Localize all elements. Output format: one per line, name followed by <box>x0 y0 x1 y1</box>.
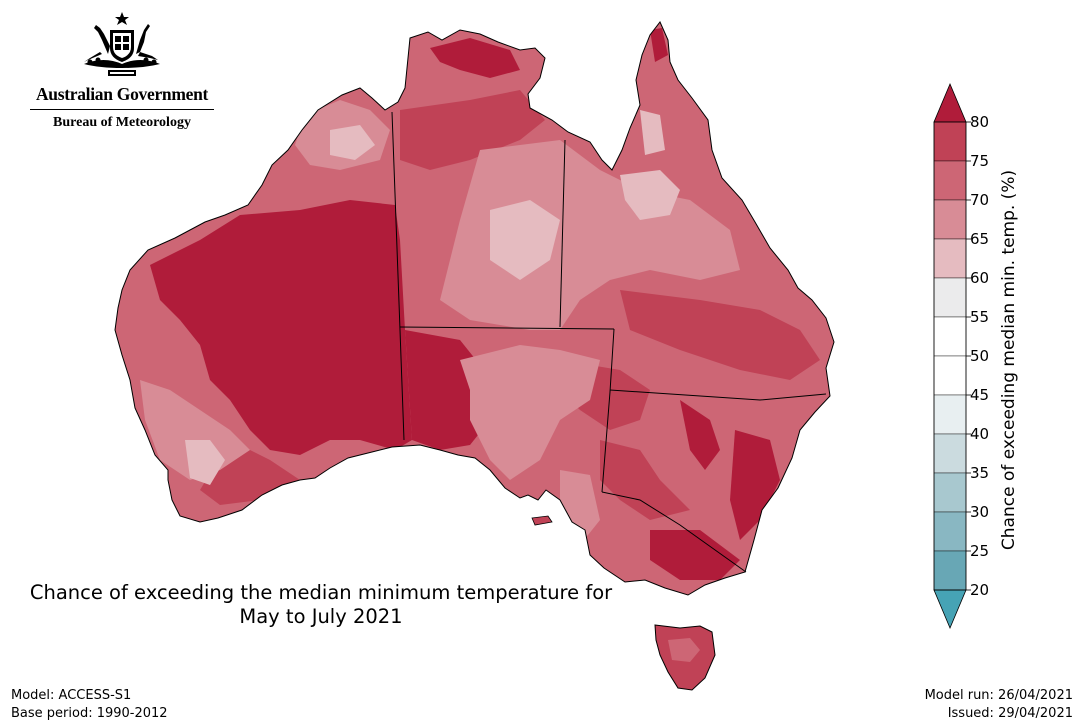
colorbar-tick-label: 30 <box>970 503 989 521</box>
colorbar-bin-30-35 <box>933 472 967 513</box>
colorbar-tick-label: 20 <box>970 581 989 599</box>
colorbar-label: Chance of exceeding median min. temp. (%… <box>999 169 1019 551</box>
state-borders <box>391 111 827 573</box>
colorbar-tick-label: 50 <box>970 347 989 365</box>
colorbar-bin-50-55 <box>933 316 967 357</box>
colorbar-bin-25-30 <box>933 511 967 552</box>
coat-of-arms-icon <box>84 12 160 76</box>
colorbar-tick-label: 45 <box>970 386 989 404</box>
base-period: Base period: 1990-2012 <box>11 706 168 721</box>
colorbar-tick-label: 40 <box>970 425 989 443</box>
colorbar-bin-75-80 <box>933 121 967 162</box>
bureau-name: Bureau of Meteorology <box>53 115 191 130</box>
model-name: Model: ACCESS-S1 <box>11 688 132 703</box>
colorbar-bin-70-75 <box>933 160 967 201</box>
logo-divider <box>30 109 214 110</box>
colorbar-bin-55-60 <box>933 277 967 318</box>
colorbar-tick-label: 25 <box>970 542 989 560</box>
footer-right: Model run: 26/04/2021 Issued: 29/04/2021 <box>925 687 1073 723</box>
colorbar-tick-label: 70 <box>970 191 989 209</box>
government-name: Australian Government <box>35 84 209 104</box>
bom-logo: Australian Government Bureau of Meteorol… <box>26 10 218 131</box>
colorbar-bin-60-65 <box>933 238 967 279</box>
colorbar: 80 75 70 65 60 55 50 45 40 35 30 25 20 <box>933 82 989 630</box>
colorbar-tick-label: 75 <box>970 152 989 170</box>
colorbar-bin-40-45 <box>933 394 967 435</box>
colorbar-tick-label: 60 <box>970 269 989 287</box>
colorbar-bin-45-50 <box>933 355 967 396</box>
footer-left: Model: ACCESS-S1 Base period: 1990-2012 <box>11 687 168 723</box>
colorbar-tick-label: 65 <box>970 230 989 248</box>
colorbar-bin-65-70 <box>933 199 967 240</box>
issued-date: Issued: 29/04/2021 <box>947 706 1073 721</box>
colorbar-tick-label: 55 <box>970 308 989 326</box>
colorbar-under-arrow <box>933 589 967 630</box>
colorbar-tick-label: 35 <box>970 464 989 482</box>
colorbar-bin-35-40 <box>933 433 967 474</box>
model-run-date: Model run: 26/04/2021 <box>924 688 1073 703</box>
colorbar-tick-label: 80 <box>970 113 989 131</box>
map-title: Chance of exceeding the median minimum t… <box>29 581 613 628</box>
colorbar-bin-20-25 <box>933 550 967 591</box>
colorbar-over-arrow <box>933 82 967 123</box>
